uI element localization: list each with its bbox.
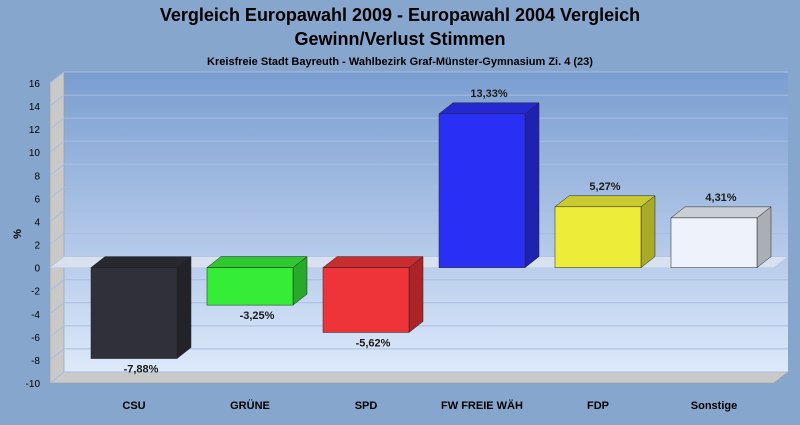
x-tick-label: CSU — [122, 400, 145, 412]
data-label: -3,25% — [240, 310, 275, 322]
gridline-side — [49, 371, 65, 384]
bar-top — [670, 206, 772, 219]
bar-side — [640, 195, 656, 269]
data-label: -5,62% — [356, 337, 391, 349]
bar — [554, 206, 642, 268]
data-label: 5,27% — [589, 181, 620, 193]
gridline-side — [49, 279, 65, 292]
gridline-side — [49, 210, 65, 222]
gridline-side — [49, 348, 65, 361]
gridline-side — [49, 233, 65, 245]
gridline-side — [49, 163, 65, 176]
bar — [670, 217, 758, 268]
y-tick-label: -8 — [31, 356, 40, 367]
y-tick-label: 6 — [34, 194, 40, 205]
bar-side — [408, 256, 424, 333]
data-label: 13,33% — [470, 88, 508, 100]
bar-top — [90, 256, 192, 268]
y-tick-label: 8 — [34, 171, 40, 182]
x-tick-label: SPD — [355, 400, 378, 412]
gridline-side — [49, 325, 65, 338]
plot-side-wall — [49, 71, 65, 384]
y-tick-label: 12 — [29, 125, 41, 136]
bar — [206, 267, 294, 306]
gridline-side — [49, 140, 65, 153]
y-tick-label: 16 — [29, 79, 41, 90]
bar-top — [438, 102, 540, 115]
bar-side — [524, 102, 540, 269]
plot-floor — [49, 371, 789, 384]
y-tick-label: 14 — [29, 102, 41, 113]
y-axis-label: % — [12, 229, 24, 239]
y-tick-label: 2 — [34, 241, 40, 252]
gridline-side — [49, 94, 65, 107]
y-tick-label: -4 — [31, 310, 40, 321]
chart-title-line2: Gewinn/Verlust Stimmen — [294, 29, 505, 49]
bar-top — [554, 195, 656, 208]
y-tick-label: -6 — [31, 333, 40, 344]
y-tick-label: 0 — [34, 264, 40, 275]
bar-top — [206, 256, 308, 268]
bar-top — [322, 256, 424, 268]
gridline-side — [49, 302, 65, 315]
data-label: 4,31% — [705, 192, 736, 204]
gridline-side — [49, 71, 65, 84]
y-tick-label: -2 — [31, 287, 40, 298]
bar-side — [176, 256, 192, 360]
x-tick-label: Sonstige — [691, 400, 737, 412]
x-tick-label: FW FREIE WÄH — [441, 399, 523, 412]
data-label: -7,88% — [124, 364, 159, 376]
y-tick-label: 4 — [34, 217, 40, 228]
bar — [438, 113, 526, 268]
bar — [322, 267, 410, 333]
x-tick-label: FDP — [587, 400, 609, 412]
x-tick-label: GRÜNE — [230, 399, 270, 412]
y-tick-label: -10 — [26, 379, 41, 390]
gridline-side — [49, 117, 65, 130]
plot-area: 16 14 12 10 8 6 4 2 0 -2 -4 -6 -8 -10 -7,88% CSU -3,25% G… — [26, 71, 789, 412]
chart-subtitle: Kreisfreie Stadt Bayreuth - Wahlbezirk G… — [207, 56, 593, 68]
y-tick-label: 10 — [29, 148, 41, 159]
gridline-side — [49, 186, 65, 199]
bar — [90, 267, 178, 359]
chart-title: Vergleich Europawahl 2009 - Europawahl 2… — [160, 5, 640, 25]
